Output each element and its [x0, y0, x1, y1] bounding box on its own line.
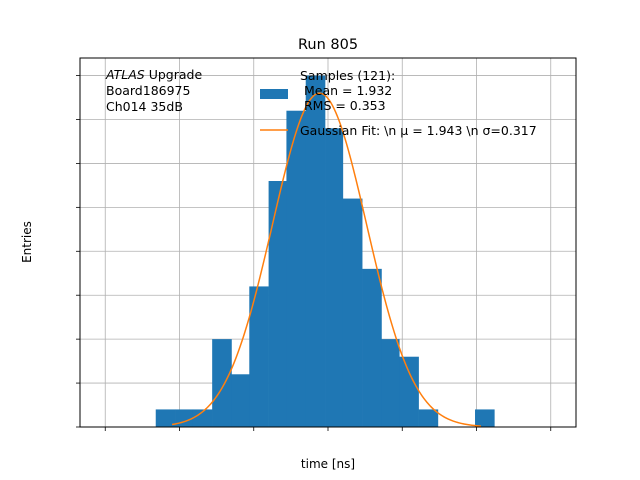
legend-fit-label: Gaussian Fit: \n μ = 1.943 \n σ=0.317 — [300, 123, 537, 138]
histogram-bar-4 — [231, 374, 250, 427]
chart-title: Run 805 — [298, 37, 358, 53]
annotation-italic-0: ATLAS — [105, 67, 145, 82]
annotation-line-2: Ch014 35dB — [106, 99, 183, 114]
annotation-text-2: Ch014 35dB — [106, 99, 183, 114]
legend-histogram-line-0: Samples (121): — [300, 68, 395, 83]
histogram-bar-9 — [325, 128, 344, 428]
annotation-text-0: Upgrade — [145, 67, 203, 82]
histogram-bar-13 — [399, 356, 419, 427]
atlas-annotation: ATLAS Upgrade Board186975 Ch014 35dB — [105, 67, 202, 114]
histogram-bars — [155, 75, 495, 428]
legend-histogram-swatch — [260, 89, 288, 99]
annotation-line-0: ATLAS Upgrade — [105, 67, 202, 82]
histogram-bar-1 — [175, 409, 194, 427]
histogram-bar-2 — [192, 409, 213, 427]
histogram-bar-6 — [268, 181, 287, 427]
histogram-bar-0 — [155, 409, 176, 427]
histogram-bar-7 — [286, 110, 307, 427]
histogram-bar-3 — [212, 339, 232, 427]
histogram-bar-8 — [305, 75, 326, 428]
histogram-bar-10 — [342, 198, 363, 427]
fit-curve — [171, 92, 482, 427]
gaussian-fit — [171, 92, 482, 427]
legend-histogram-line-1: Mean = 1.932 — [300, 83, 392, 98]
y-axis-ticks — [76, 75, 80, 428]
y-axis-label: Entries — [20, 221, 34, 263]
legend-histogram-line-2: RMS = 0.353 — [300, 98, 386, 113]
legend-histogram-label: Samples (121): Mean = 1.932 RMS = 0.353 — [300, 68, 395, 113]
x-axis-ticks — [104, 427, 552, 431]
annotation-line-1: Board186975 — [106, 83, 190, 98]
x-axis-label: time [ns] — [301, 457, 355, 471]
histogram-bar-17 — [475, 409, 495, 427]
legend: Samples (121): Mean = 1.932 RMS = 0.353 G… — [260, 68, 537, 138]
histogram-bar-5 — [249, 286, 269, 427]
histogram-bar-14 — [418, 409, 439, 427]
annotation-text-1: Board186975 — [106, 83, 190, 98]
histogram-bar-11 — [362, 268, 382, 427]
histogram-bar-12 — [381, 339, 400, 427]
